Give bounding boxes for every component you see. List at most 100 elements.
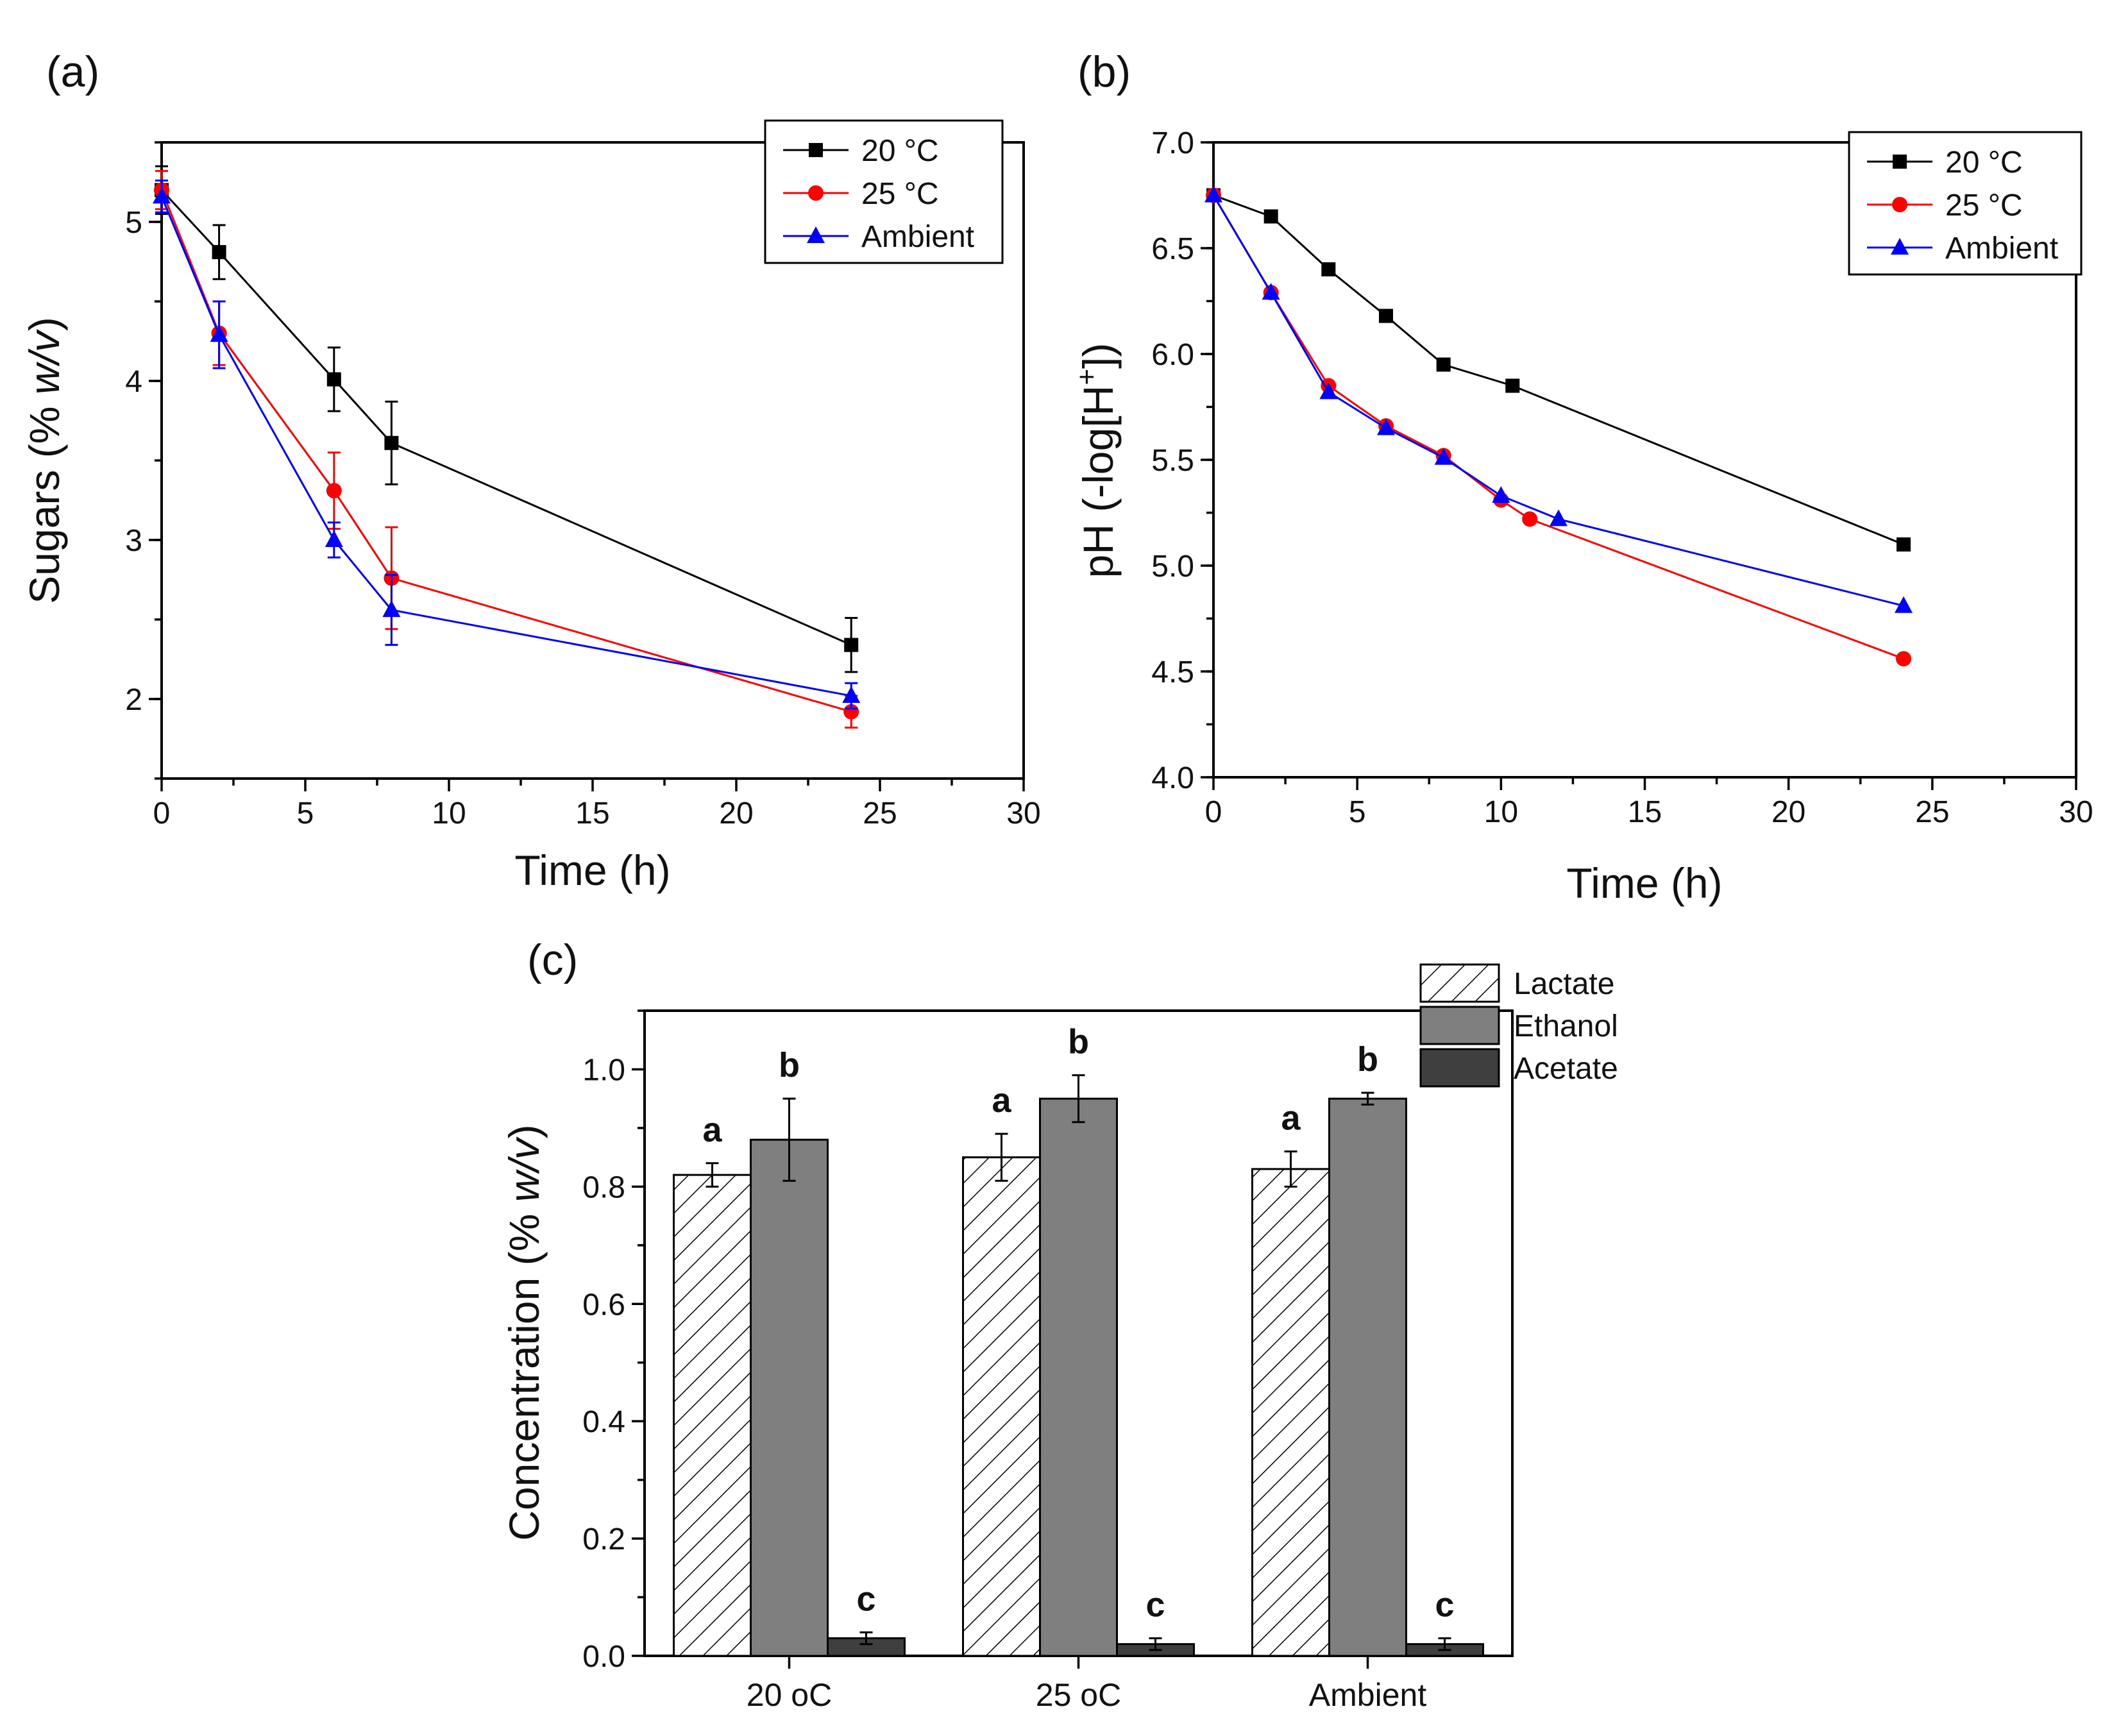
series-ambient: [1204, 185, 1913, 613]
legend-frame: [764, 119, 1004, 264]
data-point: [1895, 596, 1913, 613]
x-tick-label: 0: [153, 796, 171, 830]
data-point: [212, 245, 226, 260]
legend-label: Acetate: [1514, 1052, 1618, 1086]
data-point: [1897, 537, 1911, 552]
data-point: [1204, 185, 1222, 203]
x-tick-label: 30: [2059, 795, 2093, 829]
y-tick-label: 6.5: [1151, 232, 1194, 266]
sugars-x-axis-title: Time (h): [514, 847, 670, 894]
legend-marker: [1891, 238, 1909, 255]
sugars-chart: 0 5 10 15 20 25 30 2 3 4 5 Time (h) Sugars (% w/v)…: [21, 119, 1041, 894]
x-tick-label: 20: [719, 796, 753, 830]
panel-c-label: (c): [527, 936, 578, 984]
y-tick-label: 1.0: [582, 1053, 625, 1087]
y-tick-label: 5.5: [1151, 444, 1194, 478]
y-tick-label: 3: [125, 524, 142, 558]
ph-chart: 0 5 10 15 20 25 30 4.0 4.5 5.0 5.5 6.0 6.5 7.0 Time (…: [1071, 126, 2093, 907]
significance-letter: b: [1068, 1023, 1089, 1061]
significance-letter: c: [1145, 1586, 1165, 1624]
bar-lactate: [1251, 1168, 1330, 1657]
bar-lactate: [673, 1174, 752, 1657]
data-point: [1377, 418, 1395, 435]
legend-marker: [808, 185, 824, 201]
legend-label: 25 °C: [1945, 189, 2023, 223]
ph-x-axis-title: Time (h): [1566, 859, 1722, 907]
legend-frame: [1848, 131, 2083, 276]
x-tick-label: 25: [863, 796, 897, 830]
bar-ethanol: [1328, 1097, 1407, 1657]
y-tick-label: 4: [125, 365, 142, 399]
x-tick-label: 25 oC: [1036, 1677, 1121, 1713]
series-line: [1213, 194, 1904, 546]
data-point: [1522, 511, 1538, 527]
legend-label: 25 °C: [861, 177, 939, 211]
series-line: [160, 189, 852, 713]
legend-label: Lactate: [1514, 967, 1614, 1001]
y-tick-label: 5.0: [1151, 550, 1194, 584]
data-point: [210, 325, 228, 342]
concentration-y-axis-title: Concentration (% w/v): [500, 1124, 548, 1540]
concentration-legend: Lactate Ethanol Acetate: [1419, 963, 1618, 1088]
x-tick-label: 15: [1628, 795, 1662, 829]
data-point: [384, 435, 399, 450]
x-tick-label: 20 oC: [747, 1677, 832, 1713]
x-tick-label: 0: [1205, 795, 1222, 829]
data-point: [1262, 283, 1280, 300]
significance-letter: b: [779, 1046, 800, 1084]
y-tick-label: 0.8: [582, 1170, 625, 1204]
y-tick-label: 0.2: [582, 1522, 625, 1556]
x-tick-label: 15: [575, 796, 609, 830]
panel-b-label: (b): [1077, 47, 1131, 96]
data-point: [1379, 308, 1393, 323]
data-point: [1436, 357, 1451, 372]
legend-swatch: [1419, 963, 1500, 1003]
x-tick-label: 30: [1006, 796, 1040, 830]
data-point: [842, 686, 861, 704]
series-ambient: [153, 180, 861, 710]
x-tick-label: 20: [1771, 795, 1805, 829]
series-25-c: [154, 170, 859, 729]
series-20-c: [155, 165, 859, 673]
ph-legend: 20 °C 25 °C Ambient: [1848, 131, 2083, 276]
y-tick-label: 2: [125, 683, 142, 717]
y-tick-label: 0.4: [582, 1405, 625, 1439]
data-point: [1263, 209, 1278, 224]
legend-swatch: [1419, 1048, 1500, 1088]
y-tick-label: 0.6: [582, 1288, 625, 1322]
x-tick-label: 10: [432, 796, 466, 830]
legend-label: Ethanol: [1514, 1009, 1618, 1043]
data-point: [326, 372, 341, 387]
data-point: [1550, 509, 1568, 527]
bar-lactate: [962, 1156, 1041, 1657]
legend-marker: [1893, 155, 1907, 169]
y-tick-label: 6.0: [1151, 338, 1194, 372]
y-tick-label: 7.0: [1151, 126, 1194, 160]
x-tick-label: 5: [1349, 795, 1366, 829]
series-line: [1212, 194, 1904, 607]
x-tick-label: 25: [1915, 795, 1949, 829]
x-tick-label: Ambient: [1309, 1677, 1427, 1713]
data-point: [1321, 262, 1336, 276]
y-tick-label: 4.5: [1151, 655, 1194, 689]
sugars-y-axis-title: Sugars (% w/v): [21, 317, 68, 603]
x-tick-label: 10: [1484, 795, 1518, 829]
legend-marker: [1892, 197, 1907, 212]
legend-label: 20 °C: [1945, 146, 2023, 180]
legend-label: Ambient: [1945, 232, 2058, 265]
sugars-legend: 20 °C 25 °C Ambient: [764, 119, 1004, 264]
data-point: [1319, 382, 1338, 400]
significance-letter: a: [1281, 1099, 1301, 1137]
data-point: [1896, 651, 1911, 667]
significance-letter: c: [856, 1580, 875, 1618]
data-point: [1434, 448, 1453, 465]
bar-ethanol: [750, 1138, 829, 1657]
data-point: [153, 187, 171, 204]
data-point: [1505, 378, 1520, 393]
significance-letter: a: [992, 1081, 1011, 1120]
x-tick-label: 5: [297, 796, 314, 830]
ph-y-axis-title: pH (-log[H+]): [1071, 343, 1122, 578]
y-tick-label: 4.0: [1151, 761, 1194, 795]
concentration-chart: 0.0 0.2 0.4 0.6 0.8 1.0 20 oC 25 oC Ambient a b c a…: [500, 963, 1618, 1713]
